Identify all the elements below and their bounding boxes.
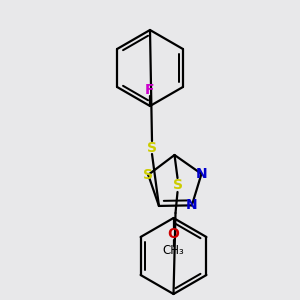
Text: N: N <box>196 167 207 181</box>
Text: F: F <box>145 83 155 97</box>
Text: O: O <box>168 227 179 241</box>
Text: S: S <box>143 168 153 182</box>
Text: N: N <box>186 198 198 212</box>
Text: S: S <box>147 141 157 155</box>
Text: S: S <box>172 178 182 192</box>
Text: CH₃: CH₃ <box>163 244 184 256</box>
